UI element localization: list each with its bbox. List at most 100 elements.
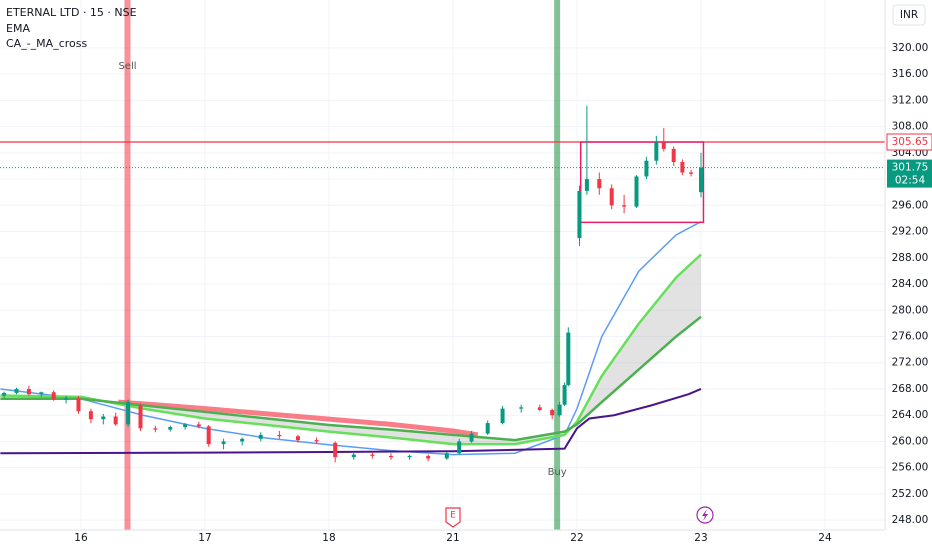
candle-body xyxy=(351,454,356,458)
y-tick-label: 260.00 xyxy=(892,435,929,447)
candle-body xyxy=(51,392,56,400)
candle-body xyxy=(370,454,375,456)
signal-label: Sell xyxy=(118,61,136,72)
candle-body xyxy=(689,172,694,174)
candle-body xyxy=(113,416,118,425)
candle-body xyxy=(469,433,474,442)
x-tick-label: 21 xyxy=(446,532,459,544)
indicator-name: EMA xyxy=(6,22,30,35)
ma-line xyxy=(0,388,702,455)
ma-line xyxy=(117,399,479,438)
currency-box[interactable] xyxy=(892,4,926,26)
candle-body xyxy=(407,455,412,458)
candle-body xyxy=(644,160,649,177)
x-tick-label: 24 xyxy=(818,532,832,544)
signal-label: Buy xyxy=(548,467,567,478)
candle-body xyxy=(500,408,505,424)
y-tick-label: 292.00 xyxy=(892,226,929,238)
candle-body xyxy=(622,205,627,207)
x-tick-label: 22 xyxy=(570,532,583,544)
candle-body xyxy=(661,142,666,149)
candle-body xyxy=(258,434,263,439)
plot xyxy=(0,0,885,530)
level-label: 305.65 xyxy=(892,136,929,148)
signal-band xyxy=(124,0,131,530)
chart-title: ETERNAL LTD · 15 · NSE xyxy=(6,6,137,19)
candle-body xyxy=(126,402,131,425)
candle-body xyxy=(444,453,449,459)
event-icon[interactable] xyxy=(696,506,714,524)
earnings-icon[interactable]: E xyxy=(445,507,461,528)
candle-body xyxy=(138,405,143,429)
x-tick-label: 17 xyxy=(198,532,211,544)
signal-band xyxy=(554,0,561,530)
y-tick-label: 312.00 xyxy=(892,94,929,106)
x-tick-label: 18 xyxy=(322,532,335,544)
candle-body xyxy=(634,176,639,207)
candle-body xyxy=(196,424,201,427)
candle-body xyxy=(577,190,582,239)
candle-body xyxy=(295,436,300,441)
candle-body xyxy=(680,162,685,173)
candle-body xyxy=(2,392,7,396)
candle-body xyxy=(562,385,567,405)
candle-body xyxy=(101,416,106,420)
candle-body xyxy=(153,428,158,430)
candle-body xyxy=(221,441,226,445)
y-tick-label: 280.00 xyxy=(892,304,929,316)
range-box xyxy=(579,141,705,224)
y-tick-label: 268.00 xyxy=(892,383,929,395)
candle-body xyxy=(426,455,431,459)
candle-body xyxy=(277,434,282,437)
candle-body xyxy=(698,167,703,193)
x-tick-label: 16 xyxy=(74,532,88,544)
ma-line xyxy=(0,221,702,456)
candle-body xyxy=(183,424,188,428)
candle-body xyxy=(88,411,93,420)
candle-body xyxy=(654,142,659,161)
y-tick-label: 276.00 xyxy=(892,330,929,342)
ma-line xyxy=(0,253,702,446)
y-tick-label: 308.00 xyxy=(892,121,929,133)
candle-body xyxy=(566,332,571,386)
candle-body xyxy=(584,179,589,191)
grid xyxy=(0,0,885,530)
candle-body xyxy=(485,423,490,434)
candle-body xyxy=(26,388,31,395)
countdown: 02:54 xyxy=(895,175,926,187)
candle-body xyxy=(597,179,602,189)
candle-body xyxy=(388,455,393,458)
indicator-name: CA_-_MA_cross xyxy=(6,37,87,50)
y-tick-label: 256.00 xyxy=(892,462,929,474)
x-tick-label: 23 xyxy=(694,532,707,544)
candle-body xyxy=(39,392,44,395)
y-tick-label: 316.00 xyxy=(892,68,929,80)
y-tick-label: 320.00 xyxy=(892,42,929,54)
candle-body xyxy=(550,409,555,416)
candle-body xyxy=(76,398,81,412)
y-tick-label: 264.00 xyxy=(892,409,929,421)
y-tick-label: 252.00 xyxy=(892,488,929,500)
candle-body xyxy=(206,426,211,445)
candle-body xyxy=(240,438,245,442)
y-tick-label: 296.00 xyxy=(892,199,929,211)
candle-body xyxy=(14,388,19,393)
y-tick-label: 288.00 xyxy=(892,252,929,264)
candle-body xyxy=(671,148,676,163)
candle-body xyxy=(333,442,338,458)
last-price-label: 301.75 xyxy=(892,162,929,174)
ma-line xyxy=(0,315,702,442)
candle-body xyxy=(609,188,614,206)
y-tick-label: 248.00 xyxy=(892,514,929,526)
candle-body xyxy=(314,440,319,442)
candle-body xyxy=(557,404,562,416)
y-tick-label: 284.00 xyxy=(892,278,929,290)
level-label-box xyxy=(886,133,932,151)
candle-body xyxy=(519,407,524,409)
currency[interactable]: INR xyxy=(900,9,918,21)
candle-body xyxy=(457,441,462,454)
svg-text:E: E xyxy=(450,511,456,521)
candle-body xyxy=(64,398,69,400)
